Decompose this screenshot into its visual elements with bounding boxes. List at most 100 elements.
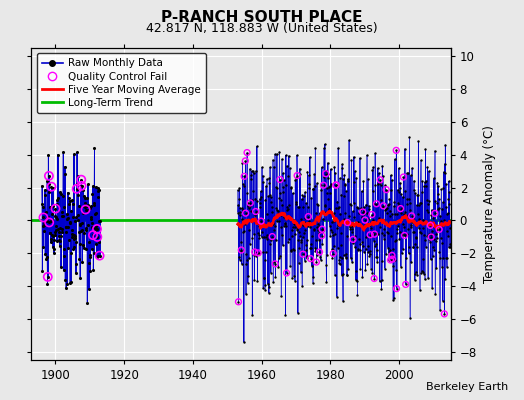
Point xyxy=(59,267,68,273)
Point xyxy=(315,237,323,244)
Point xyxy=(379,203,388,209)
Point xyxy=(442,255,451,262)
Point xyxy=(279,188,288,195)
Point xyxy=(414,211,422,218)
Point xyxy=(380,219,388,225)
Point xyxy=(408,215,417,221)
Point xyxy=(271,261,279,267)
Point xyxy=(436,213,444,219)
Point xyxy=(324,196,333,202)
Point xyxy=(405,244,413,250)
Point xyxy=(302,247,311,253)
Point xyxy=(81,204,89,211)
Point xyxy=(268,156,277,163)
Point xyxy=(393,211,401,217)
Point xyxy=(316,257,325,263)
Point xyxy=(289,224,297,230)
Point xyxy=(420,183,428,190)
Point xyxy=(443,264,451,270)
Point xyxy=(362,223,370,229)
Point xyxy=(307,241,315,247)
Point xyxy=(445,244,453,251)
Point xyxy=(422,197,431,203)
Point xyxy=(273,207,281,213)
Point xyxy=(318,226,326,232)
Point xyxy=(86,254,94,260)
Point xyxy=(437,186,445,192)
Point xyxy=(387,187,396,193)
Point xyxy=(333,294,341,300)
Point xyxy=(53,151,62,158)
Point xyxy=(319,182,328,188)
Point xyxy=(398,250,406,257)
Point xyxy=(304,214,312,220)
Point xyxy=(272,205,280,211)
Point xyxy=(415,216,423,222)
Point xyxy=(401,146,409,152)
Point xyxy=(291,278,299,284)
Point xyxy=(337,192,345,198)
Point xyxy=(383,228,391,235)
Point xyxy=(322,279,331,285)
Point xyxy=(413,192,422,198)
Point xyxy=(280,177,289,183)
Point xyxy=(272,184,280,190)
Point xyxy=(84,222,92,228)
Point xyxy=(47,184,56,190)
Point xyxy=(418,225,427,231)
Point xyxy=(435,196,443,202)
Point xyxy=(81,200,89,206)
Point xyxy=(345,213,354,220)
Point xyxy=(58,228,67,235)
Point xyxy=(94,194,102,200)
Point xyxy=(252,252,260,259)
Point xyxy=(340,193,348,199)
Point xyxy=(298,192,307,199)
Point xyxy=(388,256,397,262)
Point xyxy=(426,222,434,228)
Point xyxy=(256,222,265,228)
Point xyxy=(38,183,46,189)
Point xyxy=(365,202,373,209)
Point xyxy=(370,275,378,282)
Point xyxy=(441,160,449,167)
Point xyxy=(428,206,436,213)
Point xyxy=(315,210,324,216)
Point xyxy=(332,182,340,188)
Point xyxy=(409,244,417,250)
Point xyxy=(425,236,434,242)
Point xyxy=(281,312,290,318)
Point xyxy=(305,172,313,178)
Point xyxy=(43,274,52,280)
Point xyxy=(265,175,274,182)
Point xyxy=(312,236,320,243)
Point xyxy=(72,186,81,192)
Point xyxy=(332,205,341,211)
Point xyxy=(359,242,367,249)
Point xyxy=(279,170,287,176)
Point xyxy=(405,196,413,202)
Point xyxy=(367,220,375,226)
Point xyxy=(352,277,360,283)
Point xyxy=(430,236,439,242)
Point xyxy=(81,206,90,213)
Point xyxy=(246,200,254,206)
Point xyxy=(89,183,97,189)
Point xyxy=(287,184,295,190)
Point xyxy=(376,180,384,186)
Point xyxy=(422,182,431,189)
Point xyxy=(275,218,283,224)
Point xyxy=(263,176,271,182)
Point xyxy=(302,255,311,262)
Point xyxy=(75,222,84,228)
Point xyxy=(270,258,278,265)
Point xyxy=(80,202,89,209)
Point xyxy=(396,205,405,212)
Point xyxy=(352,221,360,228)
Point xyxy=(307,195,315,201)
Point xyxy=(397,264,405,270)
Point xyxy=(295,204,303,211)
Point xyxy=(351,233,359,239)
Point xyxy=(346,255,355,262)
Point xyxy=(300,192,308,199)
